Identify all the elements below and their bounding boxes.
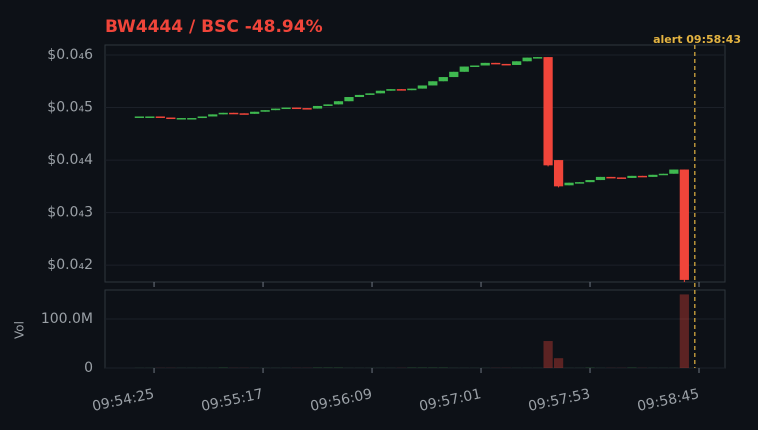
x-tick-label: 09:57:53	[527, 386, 592, 415]
volume-tick-label: 0	[84, 360, 93, 376]
volume-bar	[553, 358, 564, 368]
candle-body	[574, 182, 585, 184]
candle-body	[616, 177, 627, 179]
chart-title: BW4444 / BSC -48.94%	[105, 17, 323, 37]
candle-body	[155, 116, 165, 118]
candle-body	[323, 104, 333, 106]
candle-body	[354, 94, 365, 98]
x-tick-label: 09:58:45	[636, 386, 701, 415]
candle-body	[239, 113, 249, 115]
candle-body	[344, 97, 354, 102]
volume-bar	[679, 294, 689, 368]
candle-body	[543, 57, 553, 166]
candle-body	[187, 118, 197, 120]
candle-body	[197, 116, 207, 119]
candle-body	[564, 182, 574, 186]
candle-body	[166, 117, 176, 120]
y-tick-label: $0.0₄5	[47, 100, 93, 116]
volume-tick-label: 100.0M	[41, 311, 93, 327]
candle-body	[585, 180, 595, 183]
candle-body	[208, 114, 218, 117]
y-tick-label: $0.0₄2	[47, 257, 93, 273]
candle-body	[134, 116, 144, 118]
x-tick-label: 09:56:09	[309, 386, 374, 415]
volume-axis-label: Vol	[13, 321, 27, 339]
candle-body	[229, 112, 239, 115]
candle-body	[648, 174, 658, 177]
candle-body	[428, 81, 438, 86]
candle-body	[145, 116, 155, 118]
x-tick-label: 09:55:17	[200, 386, 265, 415]
candle-body	[302, 108, 312, 110]
candle-body	[606, 176, 616, 179]
price-pane	[104, 44, 726, 283]
candle-body	[533, 57, 543, 59]
candle-body	[501, 63, 511, 66]
candle-body	[658, 173, 668, 176]
volume-bar	[543, 341, 553, 368]
candle-body	[407, 88, 417, 91]
y-tick-label: $0.0₄6	[47, 47, 93, 63]
candle-body	[375, 90, 386, 94]
candle-body	[449, 71, 459, 78]
x-tick-label: 09:54:25	[91, 386, 156, 415]
candle-body	[512, 61, 522, 65]
candle-body	[291, 107, 302, 110]
candle-body	[669, 169, 679, 174]
candle-body	[491, 62, 501, 65]
candle-body	[271, 108, 281, 111]
candle-body	[637, 175, 648, 178]
candle-body	[218, 112, 228, 115]
alert-label: alert 09:58:43	[653, 33, 741, 46]
y-tick-label: $0.0₄4	[47, 152, 93, 168]
y-tick-label: $0.0₄3	[47, 205, 93, 221]
candle-body	[459, 66, 469, 72]
candle-body	[250, 111, 260, 114]
candle-body	[679, 169, 689, 280]
candle-body	[417, 85, 427, 89]
candle-body	[312, 105, 323, 109]
candle-body	[522, 57, 532, 62]
candle-body	[176, 118, 186, 120]
candle-body	[396, 89, 406, 91]
candle-body	[595, 176, 606, 181]
candle-body	[480, 62, 490, 66]
candle-body	[553, 160, 564, 187]
candle-body	[627, 175, 637, 178]
volume-pane	[104, 289, 726, 369]
candle-body	[438, 77, 448, 82]
candle-body	[260, 110, 270, 112]
candle-body	[333, 101, 344, 105]
candle-body	[470, 65, 480, 67]
candle-body	[365, 93, 375, 95]
candle-body	[386, 89, 396, 91]
candle-body	[281, 107, 291, 110]
x-tick-label: 09:57:01	[418, 386, 483, 415]
